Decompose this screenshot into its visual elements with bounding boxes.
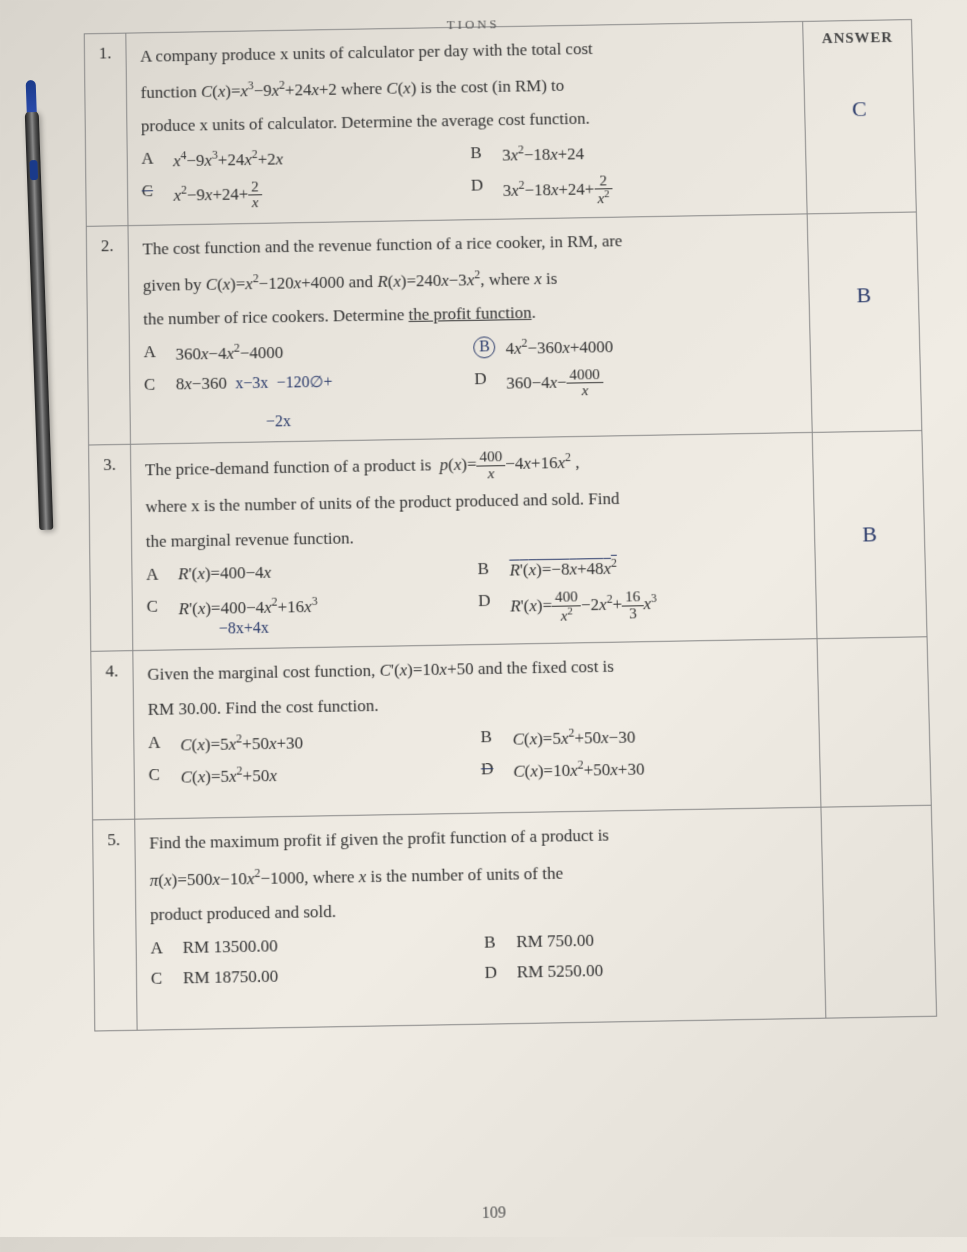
q2-opt-b: 4x2−360x+4000 <box>505 331 796 358</box>
q1-opt-a: x4−9x3+24x2+2x <box>173 144 463 171</box>
choice-label-d-struck: D <box>481 759 505 780</box>
q1-opt-c: x2−9x+24+2x <box>173 176 463 212</box>
q4-opt-b: C(x)=5x2+50x−30 <box>512 721 805 749</box>
answer-cell-4 <box>817 637 931 807</box>
q5-text3: product produced and sold. <box>150 890 809 931</box>
q4-text2: RM 30.00. Find the cost function. <box>148 684 805 724</box>
header-fragment: TIONS <box>447 16 500 33</box>
q2-text3: the number of rice cookers. Determine th… <box>143 295 795 335</box>
q3-opt-a: R'(x)=400−4x <box>178 559 470 584</box>
page-number: 109 <box>482 1204 507 1223</box>
answer-cell-2: B <box>807 212 922 433</box>
q4-text1: Given the marginal cost function, C'(x)=… <box>147 649 803 689</box>
q3-number: 3. <box>89 445 133 652</box>
q5-opt-a: RM 13500.00 <box>183 933 477 958</box>
q2-number: 2. <box>86 225 130 445</box>
choice-label-a: A <box>141 149 165 169</box>
q3-text1: The price-demand function of a product i… <box>145 443 799 487</box>
choice-label-a: A <box>150 938 174 959</box>
choice-label-a: A <box>148 732 172 752</box>
q3-hand-work: −8x+4x <box>179 620 269 639</box>
q5-number: 5. <box>93 819 137 1031</box>
q1-text3: produce x units of calculator. Determine… <box>141 102 791 142</box>
answer-cell-3: B <box>812 431 927 639</box>
choice-label-b: B <box>480 726 504 746</box>
q2-hand-work1: x−3x <box>235 375 268 392</box>
choice-label-a: A <box>144 342 168 362</box>
q2-opt-a: 360x−4x2−4000 <box>175 337 466 364</box>
choice-label-d: D <box>474 369 498 389</box>
q2-hand-answer: B <box>856 282 871 307</box>
q2-body: The cost function and the revenue functi… <box>128 214 812 445</box>
table-row: 2. The cost function and the revenue fun… <box>86 212 922 446</box>
choice-label-d: D <box>478 591 502 611</box>
choice-label-b: B <box>473 336 497 358</box>
choice-label-b: B <box>470 143 494 163</box>
q1-number: 1. <box>84 33 127 226</box>
choice-label-c-struck: C <box>142 181 166 201</box>
choice-label-c: C <box>148 765 172 786</box>
table-row: 3. The price-demand function of a produc… <box>89 431 927 651</box>
q1-text2: function C(x)=x3−9x2+24x+2 where C(x) is… <box>140 66 790 107</box>
answer-header: ANSWER <box>817 30 898 48</box>
questions-table: 1. A company produce x units of calculat… <box>84 19 937 1032</box>
q5-text1: Find the maximum profit if given the pro… <box>149 818 807 859</box>
q2-text1: The cost function and the revenue functi… <box>142 224 793 264</box>
q3-opt-b: R'(x)=−8x+48x2 <box>509 553 801 581</box>
choice-label-c: C <box>151 969 175 990</box>
q1-choices: A x4−9x3+24x2+2x B 3x2−18x+24 C x2−9x+24… <box>141 138 792 215</box>
q1-text1: A company produce x units of calculator … <box>140 32 789 72</box>
q3-hand-answer: B <box>862 522 877 547</box>
q2-opt-c: 8x−360 x−3x −120∅+ <box>176 369 467 394</box>
q3-body: The price-demand function of a product i… <box>130 433 817 651</box>
q3-opt-c: R'(x)=400−4x2+16x3−8x+4x <box>178 591 470 639</box>
choice-label-b: B <box>477 558 501 578</box>
choice-label-b: B <box>484 932 508 953</box>
q3-opt-d: R'(x)=400x2−2x2+163x3 <box>510 586 802 625</box>
q5-body: Find the maximum profit if given the pro… <box>134 807 825 1030</box>
q2-hand-work2: −2x <box>176 410 467 433</box>
q1-hand-answer: C <box>852 96 867 121</box>
q3-choices: A R'(x)=400−4x B R'(x)=−8x+48x2 C R'(x)=… <box>146 553 802 640</box>
answer-cell-5 <box>821 805 937 1018</box>
q2-opt-d: 360−4x−4000x <box>506 363 797 399</box>
q5-text2: π(x)=500x−10x2−1000, where x is the numb… <box>150 853 809 895</box>
q1-body: A company produce x units of calculator … <box>126 21 808 225</box>
q2-text2: given by C(x)=x2−120x+4000 and R(x)=240x… <box>143 259 795 300</box>
choice-label-d: D <box>471 175 495 195</box>
q4-opt-a: C(x)=5x2+50x+30 <box>180 727 473 755</box>
table-row: 4. Given the marginal cost function, C'(… <box>91 637 931 820</box>
choice-label-c: C <box>146 597 170 617</box>
table-row: 5. Find the maximum profit if given the … <box>93 805 937 1031</box>
q1-opt-d: 3x2−18x+24+2x2 <box>502 170 792 208</box>
q3-text3: the marginal revenue function. <box>146 516 801 556</box>
q4-body: Given the marginal cost function, C'(x)=… <box>133 639 821 820</box>
q5-opt-b: RM 750.00 <box>516 927 810 952</box>
q2-choices: A 360x−4x2−4000 B 4x2−360x+4000 C 8x−360… <box>144 331 798 434</box>
table-row: 1. A company produce x units of calculat… <box>84 20 916 226</box>
q1-opt-b: 3x2−18x+24 <box>502 138 792 165</box>
choice-label-a: A <box>146 564 170 584</box>
q2-hand-work3: −120∅+ <box>276 373 332 391</box>
q4-number: 4. <box>91 651 135 820</box>
choice-label-c: C <box>144 374 168 394</box>
worksheet-page: TIONS 1. A company produce x units of ca… <box>0 0 967 1252</box>
q4-choices: A C(x)=5x2+50x+30 B C(x)=5x2+50x−30 C C(… <box>148 721 806 788</box>
q3-text2: where x is the number of units of the pr… <box>145 482 799 522</box>
choice-label-d: D <box>484 963 509 984</box>
answer-cell-1: ANSWER C <box>803 20 917 214</box>
